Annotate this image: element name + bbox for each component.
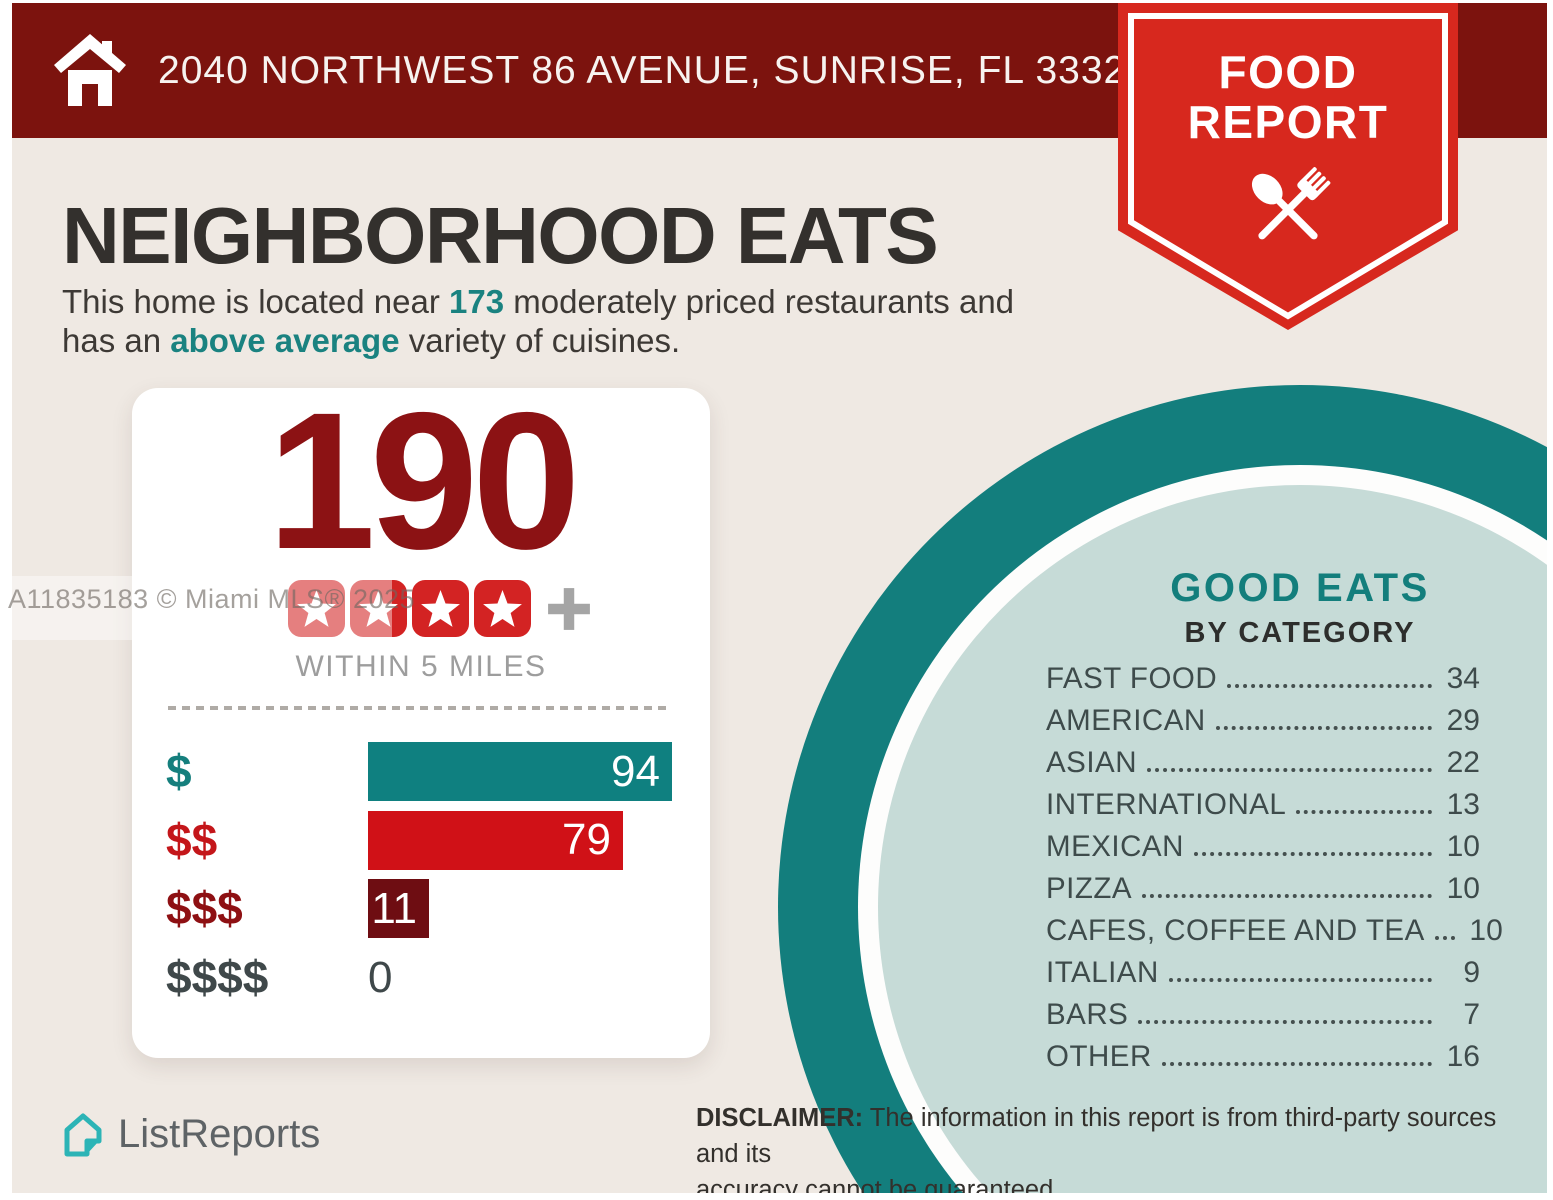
house-icon <box>54 34 126 106</box>
dotted-leader <box>1296 810 1432 814</box>
food-report-badge: FOOD REPORT <box>1118 3 1458 330</box>
category-row: FAST FOOD 34 <box>1046 662 1480 704</box>
property-address: 2040 NORTHWEST 86 AVENUE, SUNRISE, FL 33… <box>158 49 1149 92</box>
star-icon <box>474 580 531 637</box>
frame-left <box>0 0 12 1200</box>
radius-label: WITHIN 5 MILES <box>295 650 547 683</box>
category-value: 13 <box>1446 788 1480 821</box>
category-value: 29 <box>1446 704 1480 737</box>
star-icon <box>412 580 469 637</box>
price-tier-label: $$$ <box>166 882 243 935</box>
price-bar-row: $$$$ 0 <box>132 948 710 1007</box>
category-label: FAST FOOD <box>1046 662 1218 695</box>
category-list: FAST FOOD 34 AMERICAN 29 ASIAN 22 INTERN… <box>1046 662 1503 1082</box>
category-row: AMERICAN 29 <box>1046 704 1480 746</box>
category-row: INTERNATIONAL 13 <box>1046 788 1480 830</box>
price-bar-row: $ 94 <box>132 742 710 801</box>
category-row: ITALIAN 9 <box>1046 956 1480 998</box>
category-label: MEXICAN <box>1046 830 1184 863</box>
category-value: 16 <box>1446 1040 1480 1073</box>
category-row: ASIAN 22 <box>1046 746 1480 788</box>
category-label: CAFES, COFFEE AND TEA <box>1046 914 1425 947</box>
badge-title-line1: FOOD <box>1218 46 1358 98</box>
intro-text: This home is located near 173 moderately… <box>62 282 1122 360</box>
category-value: 10 <box>1446 830 1480 863</box>
dotted-leader <box>1142 894 1432 898</box>
dashed-divider <box>168 706 672 710</box>
category-label: OTHER <box>1046 1040 1152 1073</box>
star-icon <box>350 580 407 637</box>
spoon-fork-icon <box>1251 167 1331 240</box>
dotted-leader <box>1215 726 1432 730</box>
category-value: 10 <box>1469 914 1503 947</box>
category-label: PIZZA <box>1046 872 1133 905</box>
rating-stars <box>288 580 592 637</box>
disclaimer-text: DISCLAIMER: The information in this repo… <box>696 1100 1541 1200</box>
good-eats-subtitle: BY CATEGORY <box>1184 617 1416 649</box>
category-value: 10 <box>1446 872 1480 905</box>
price-bar: 0 <box>368 948 392 1007</box>
price-bar-row: $$$ 11 <box>132 879 710 939</box>
category-value: 7 <box>1463 998 1480 1031</box>
dotted-leader <box>1138 1020 1432 1024</box>
disclaimer-label: DISCLAIMER: <box>696 1104 864 1132</box>
category-value: 22 <box>1446 746 1480 779</box>
star-icon <box>288 580 345 637</box>
watermark-backdrop <box>0 576 392 640</box>
plus-icon <box>548 587 590 630</box>
price-tier-label: $$ <box>166 813 218 866</box>
listreports-brand: ListReports <box>58 1106 320 1162</box>
intro-part4: variety of cuisines. <box>399 322 681 359</box>
badge-title-line2: REPORT <box>1187 96 1389 148</box>
price-bar-row: $$ 79 <box>132 810 710 870</box>
variety-highlight: above average <box>170 322 400 359</box>
dotted-leader <box>1227 684 1432 688</box>
price-bar: 11 <box>368 879 429 939</box>
category-label: INTERNATIONAL <box>1046 788 1287 821</box>
category-value: 9 <box>1463 956 1480 989</box>
category-label: AMERICAN <box>1046 704 1206 737</box>
dotted-leader <box>1147 768 1432 772</box>
category-label: BARS <box>1046 998 1129 1031</box>
disclaimer-line1: The information in this report is from t… <box>696 1104 1497 1168</box>
price-bar: 79 <box>368 810 623 870</box>
restaurant-count: 173 <box>449 283 505 320</box>
price-bar-value: 0 <box>368 952 393 1002</box>
good-eats-title: GOOD EATS <box>1170 566 1430 610</box>
price-bar: 94 <box>368 742 672 801</box>
listreports-logo-icon <box>64 1113 102 1157</box>
frame-right <box>1547 0 1553 1200</box>
category-label: ITALIAN <box>1046 956 1159 989</box>
dotted-leader <box>1161 1062 1432 1066</box>
intro-part1: This home is located near <box>62 283 450 320</box>
page-title: NEIGHBORHOOD EATS <box>62 191 939 280</box>
category-row: BARS 7 <box>1046 998 1480 1040</box>
category-row: PIZZA 10 <box>1046 872 1480 914</box>
price-tier-label: $ <box>166 745 192 797</box>
category-row: OTHER 16 <box>1046 1040 1480 1082</box>
intro-part3: has an <box>62 322 171 359</box>
badge-outline <box>1128 13 1448 320</box>
dotted-leader <box>1168 978 1432 982</box>
price-bar-value: 11 <box>371 883 417 933</box>
intro-part2: moderately priced restaurants and <box>504 283 1015 320</box>
frame-bottom <box>0 1193 1553 1200</box>
restaurant-summary-card: 190 WITHIN 5 MILES $ 94 $$ 79 $$$ 1 <box>132 384 710 1058</box>
total-restaurant-count: 190 <box>267 372 580 590</box>
frame-top <box>0 0 1553 3</box>
good-eats-header: GOOD EATS BY CATEGORY <box>1055 566 1545 650</box>
dotted-leader <box>1193 852 1432 856</box>
category-value: 34 <box>1446 662 1480 695</box>
category-label: ASIAN <box>1046 746 1138 779</box>
category-row: CAFES, COFFEE AND TEA 10 <box>1046 914 1503 956</box>
dotted-leader <box>1434 936 1455 940</box>
price-tier-label: $$$$ <box>166 951 269 1004</box>
listreports-brand-name: ListReports <box>118 1111 321 1156</box>
category-row: MEXICAN 10 <box>1046 830 1480 872</box>
price-bar-value: 94 <box>611 746 660 796</box>
mls-watermark: A11835183 © Miami MLS® 2025 <box>8 584 416 614</box>
price-bar-value: 79 <box>562 815 611 865</box>
